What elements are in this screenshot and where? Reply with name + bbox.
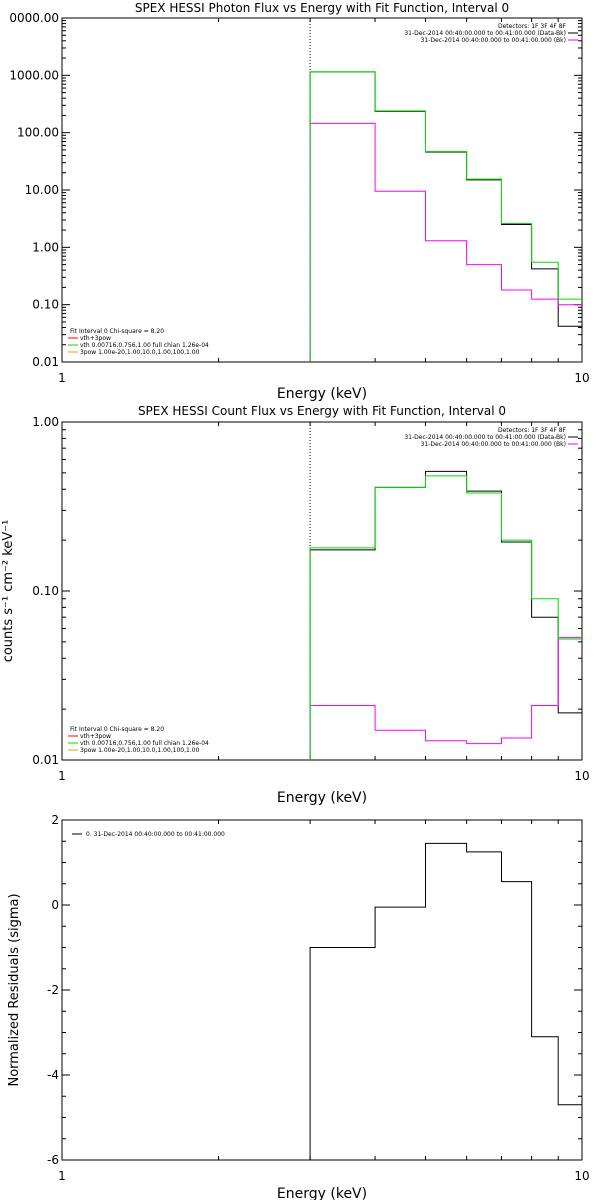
y-axis-label: Normalized Residuals (sigma) — [7, 893, 22, 1086]
y-tick-label: 0.01 — [32, 753, 59, 767]
y-tick-label: 10.00 — [25, 183, 59, 197]
chart-title: SPEX HESSI Photon Flux vs Energy with Fi… — [135, 1, 509, 15]
series-step-line-3 — [309, 475, 582, 760]
y-tick-label: 2 — [51, 813, 59, 827]
x-axis-label: Energy (keV) — [277, 386, 367, 402]
chart-title: SPEX HESSI Count Flux vs Energy with Fit… — [138, 404, 506, 418]
x-tick-label: 10 — [574, 769, 589, 783]
y-tick-label: 0.01 — [32, 355, 59, 369]
legend-entry: Fit Interval 0 Chi-square = 8.20 — [70, 328, 164, 335]
legend-entry: Fit Interval 0 Chi-square = 8.20 — [70, 726, 164, 733]
legend-entry: 31-Dec-2014 00:40:00.000 to 00:41:00.000… — [404, 434, 566, 441]
series-step-line-2 — [309, 637, 582, 760]
panel-2: SPEX HESSI Count Flux vs Energy with Fit… — [1, 404, 590, 806]
series-step-line-2 — [309, 122, 582, 362]
x-axis-label: Energy (keV) — [277, 1186, 367, 1200]
plot-frame — [61, 819, 583, 1161]
x-tick-label: 10 — [574, 1169, 589, 1183]
x-axis-label: Energy (keV) — [277, 790, 367, 806]
legend-entry: 31-Dec-2014 00:40:00.000 to 00:41:00.000… — [421, 441, 566, 448]
plot-frame — [61, 421, 583, 761]
panel-3: -6 -4 -2 0 2 1 10 Energy (keV) Normalized Residu… — [7, 813, 590, 1200]
x-tick-label: 10 — [574, 371, 589, 385]
x-tick-label: 1 — [58, 371, 66, 385]
y-tick-label: 0.10 — [32, 298, 59, 312]
y-tick-label: 0 — [51, 898, 59, 912]
y-tick-label: -4 — [47, 1068, 59, 1082]
plot-frame — [61, 17, 583, 363]
series-step-line-1 — [309, 71, 582, 362]
legend-entry: 3pow 1.00e-20,1.00,10.0,1.00,100,1.00 — [80, 349, 200, 356]
legend-entry: vth 0.00716,0.756,1.00 full chian 1.26e-… — [80, 740, 209, 747]
legend-entry: 0. 31-Dec-2014 00:40:00.000 to 00:41:00.… — [86, 831, 225, 838]
series-step-line-1 — [309, 470, 582, 760]
series-step-line-1 — [309, 842, 582, 1160]
legend-entry: 3pow 1.00e-20,1.00,10.0,1.00,100,1.00 — [80, 747, 200, 754]
legend-entry: vth 0.00716,0.756,1.00 full chian 1.26e-… — [80, 342, 209, 349]
legend-entry: Detectors: 1F 3F 4F 8F — [498, 23, 567, 30]
y-tick-label: 1.00 — [32, 240, 59, 254]
y-tick-label: 0.10 — [32, 584, 59, 598]
y-tick-label: 100.00 — [17, 126, 59, 140]
legend-entry: vth+3pow — [80, 335, 111, 342]
y-tick-label: 1.00 — [32, 415, 59, 429]
x-tick-label: 1 — [58, 769, 66, 783]
x-tick-label: 1 — [58, 1169, 66, 1183]
legend-entry: 31-Dec-2014 00:40:00.000 to 00:41:00.000… — [404, 30, 566, 37]
legend-entry: Detectors: 1F 3F 4F 8F — [498, 427, 567, 434]
y-tick-label: -2 — [47, 983, 59, 997]
y-tick-label: 0000.00 — [9, 11, 59, 25]
legend-entry: 31-Dec-2014 00:40:00.000 to 00:41:00.000… — [421, 37, 566, 44]
legend-entry: vth+3pow — [80, 733, 111, 740]
y-tick-label: -6 — [47, 1153, 59, 1167]
y-tick-label: 1000.00 — [9, 68, 59, 82]
series-step-line-3 — [309, 71, 582, 362]
panel-1: SPEX HESSI Photon Flux vs Energy with Fi… — [9, 1, 589, 402]
y-axis-label: counts s⁻¹ cm⁻² keV⁻¹ — [1, 520, 16, 663]
